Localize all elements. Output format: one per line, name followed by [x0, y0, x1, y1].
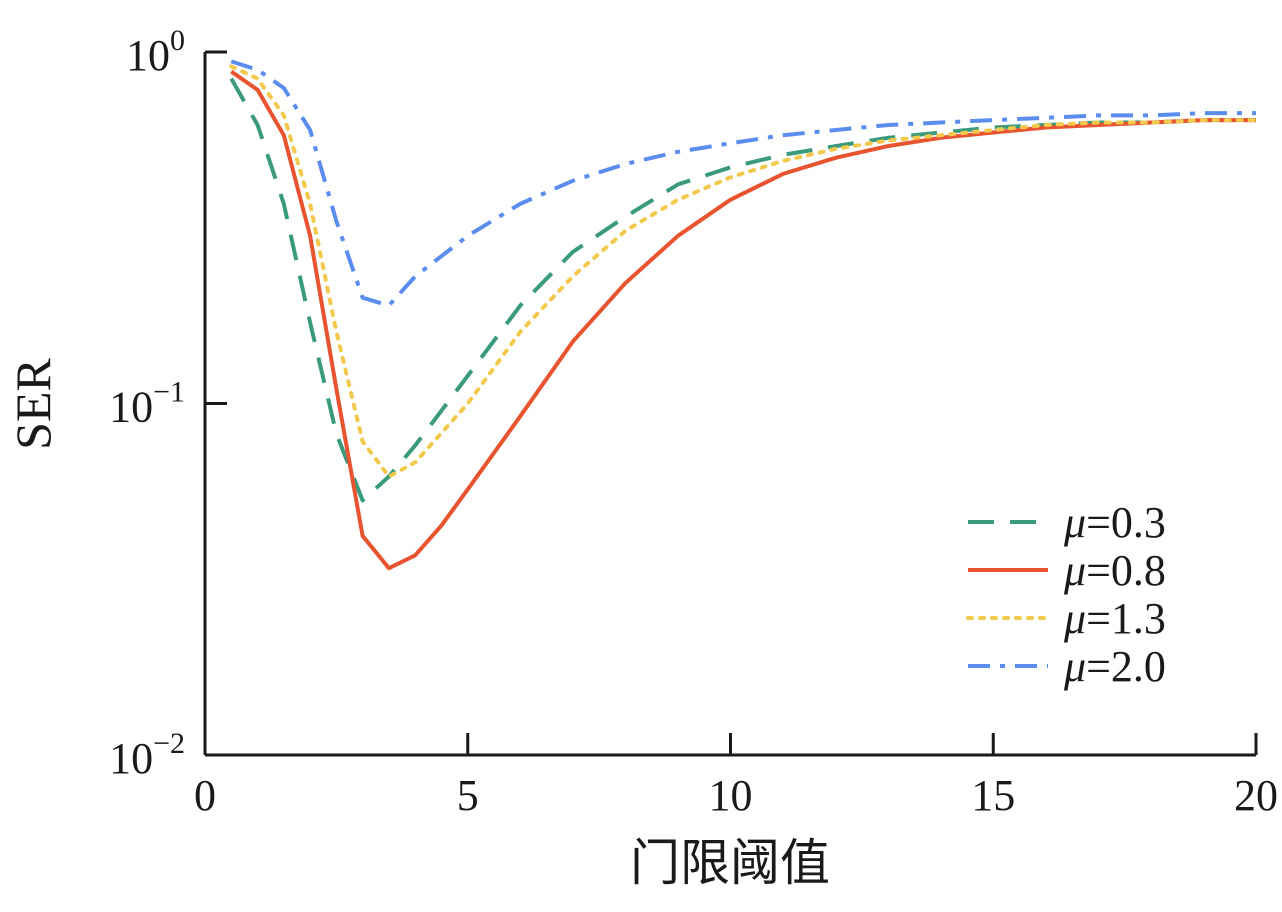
y-tick-label: 100: [126, 24, 185, 80]
legend-label-4: μ=2.0: [1063, 642, 1166, 691]
x-axis-label: 门限阈值: [630, 835, 830, 891]
series-line-2: [230, 69, 1256, 571]
series-line-3: [229, 64, 1258, 479]
series-line-4: [230, 59, 1256, 308]
series-line-1: [229, 77, 1256, 503]
legend-label-1: μ=0.3: [1063, 498, 1166, 547]
y-tick-label: 10−2: [109, 727, 185, 783]
x-tick-label: 20: [1234, 771, 1278, 820]
legend: μ=0.3μ=0.8μ=1.3μ=2.0: [966, 498, 1166, 691]
legend-label-2: μ=0.8: [1063, 546, 1166, 595]
ticks-layer: 0 5 10 15 20 100 10−1 10−2: [109, 24, 1278, 820]
y-axis-label: SER: [5, 358, 61, 450]
y-tick-label: 10−1: [109, 376, 185, 432]
x-tick-label: 15: [971, 771, 1015, 820]
x-tick-label: 0: [194, 771, 216, 820]
legend-label-3: μ=1.3: [1063, 594, 1166, 643]
series-layer: [229, 59, 1258, 571]
x-tick-label: 5: [457, 771, 479, 820]
x-tick-label: 10: [709, 771, 753, 820]
